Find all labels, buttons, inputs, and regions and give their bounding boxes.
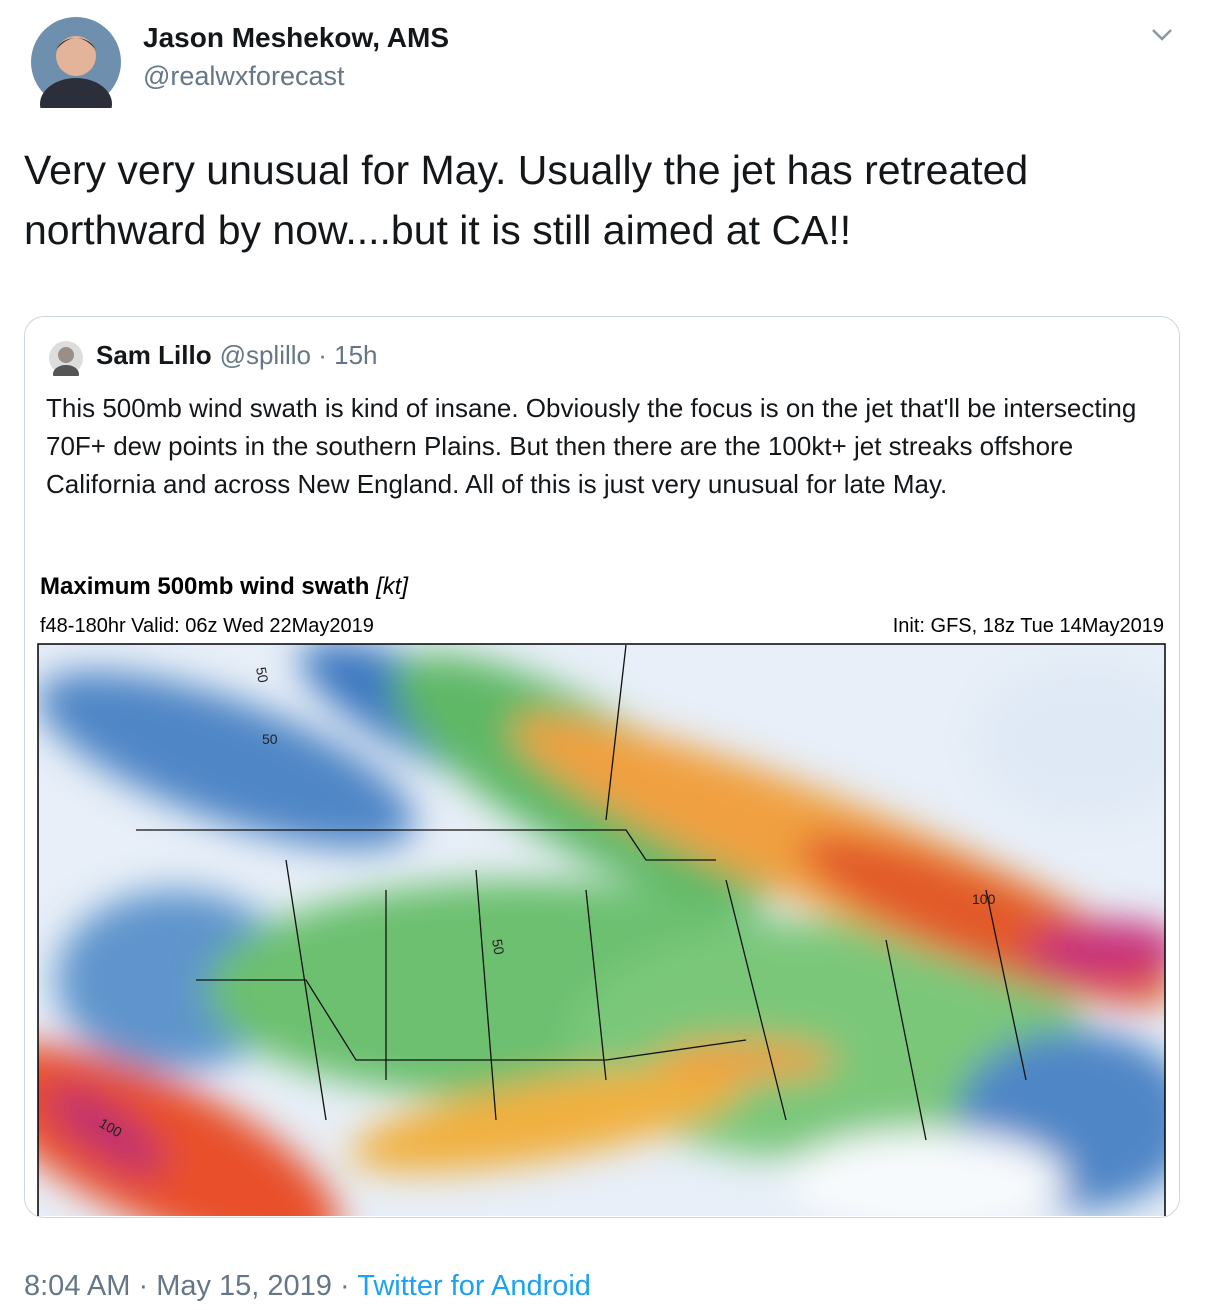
map-valid: f48-180hr Valid: 06z Wed 22May2019 xyxy=(40,615,374,637)
separator: · xyxy=(340,1270,350,1302)
quoted-text: This 500mb wind swath is kind of insane.… xyxy=(46,393,1137,499)
separator: · xyxy=(318,340,327,370)
quoted-avatar xyxy=(49,341,83,376)
contour-label: 50 xyxy=(262,731,278,747)
avatar[interactable] xyxy=(30,16,122,108)
weather-map: Maximum 500mb wind swath [kt] f48-180hr … xyxy=(37,573,1166,1216)
map-title-text: Maximum 500mb wind swath xyxy=(40,573,369,600)
source-link[interactable]: Twitter for Android xyxy=(357,1270,591,1302)
contour-label: 100 xyxy=(972,891,996,907)
map-init: Init: GFS, 18z Tue 14May2019 xyxy=(893,615,1164,637)
quoted-age: 15h xyxy=(334,340,378,370)
quoted-header: Sam Lillo @splillo · 15h xyxy=(96,340,378,371)
tweet-meta: 8:04 AM · May 15, 2019 · Twitter for And… xyxy=(24,1270,591,1303)
tweet-text: Very very unusual for May. Usually the j… xyxy=(24,147,1029,253)
contour-label: 50 xyxy=(489,938,507,956)
quoted-name: Sam Lillo xyxy=(96,340,212,370)
contour-label: 50 xyxy=(253,666,271,684)
wind-field xyxy=(38,644,1165,1216)
time: 8:04 AM xyxy=(24,1270,131,1302)
date: May 15, 2019 xyxy=(156,1270,332,1302)
quoted-handle: @splillo xyxy=(219,340,311,370)
map-title: Maximum 500mb wind swath [kt] xyxy=(40,573,409,600)
author-name[interactable]: Jason Meshekow, AMS xyxy=(143,22,450,53)
author-handle[interactable]: @realwxforecast xyxy=(143,61,345,91)
map-unit: [kt] xyxy=(375,573,409,600)
menu-chevron[interactable] xyxy=(1150,26,1174,44)
quoted-tweet[interactable] xyxy=(24,316,1180,1218)
separator: · xyxy=(138,1270,149,1302)
